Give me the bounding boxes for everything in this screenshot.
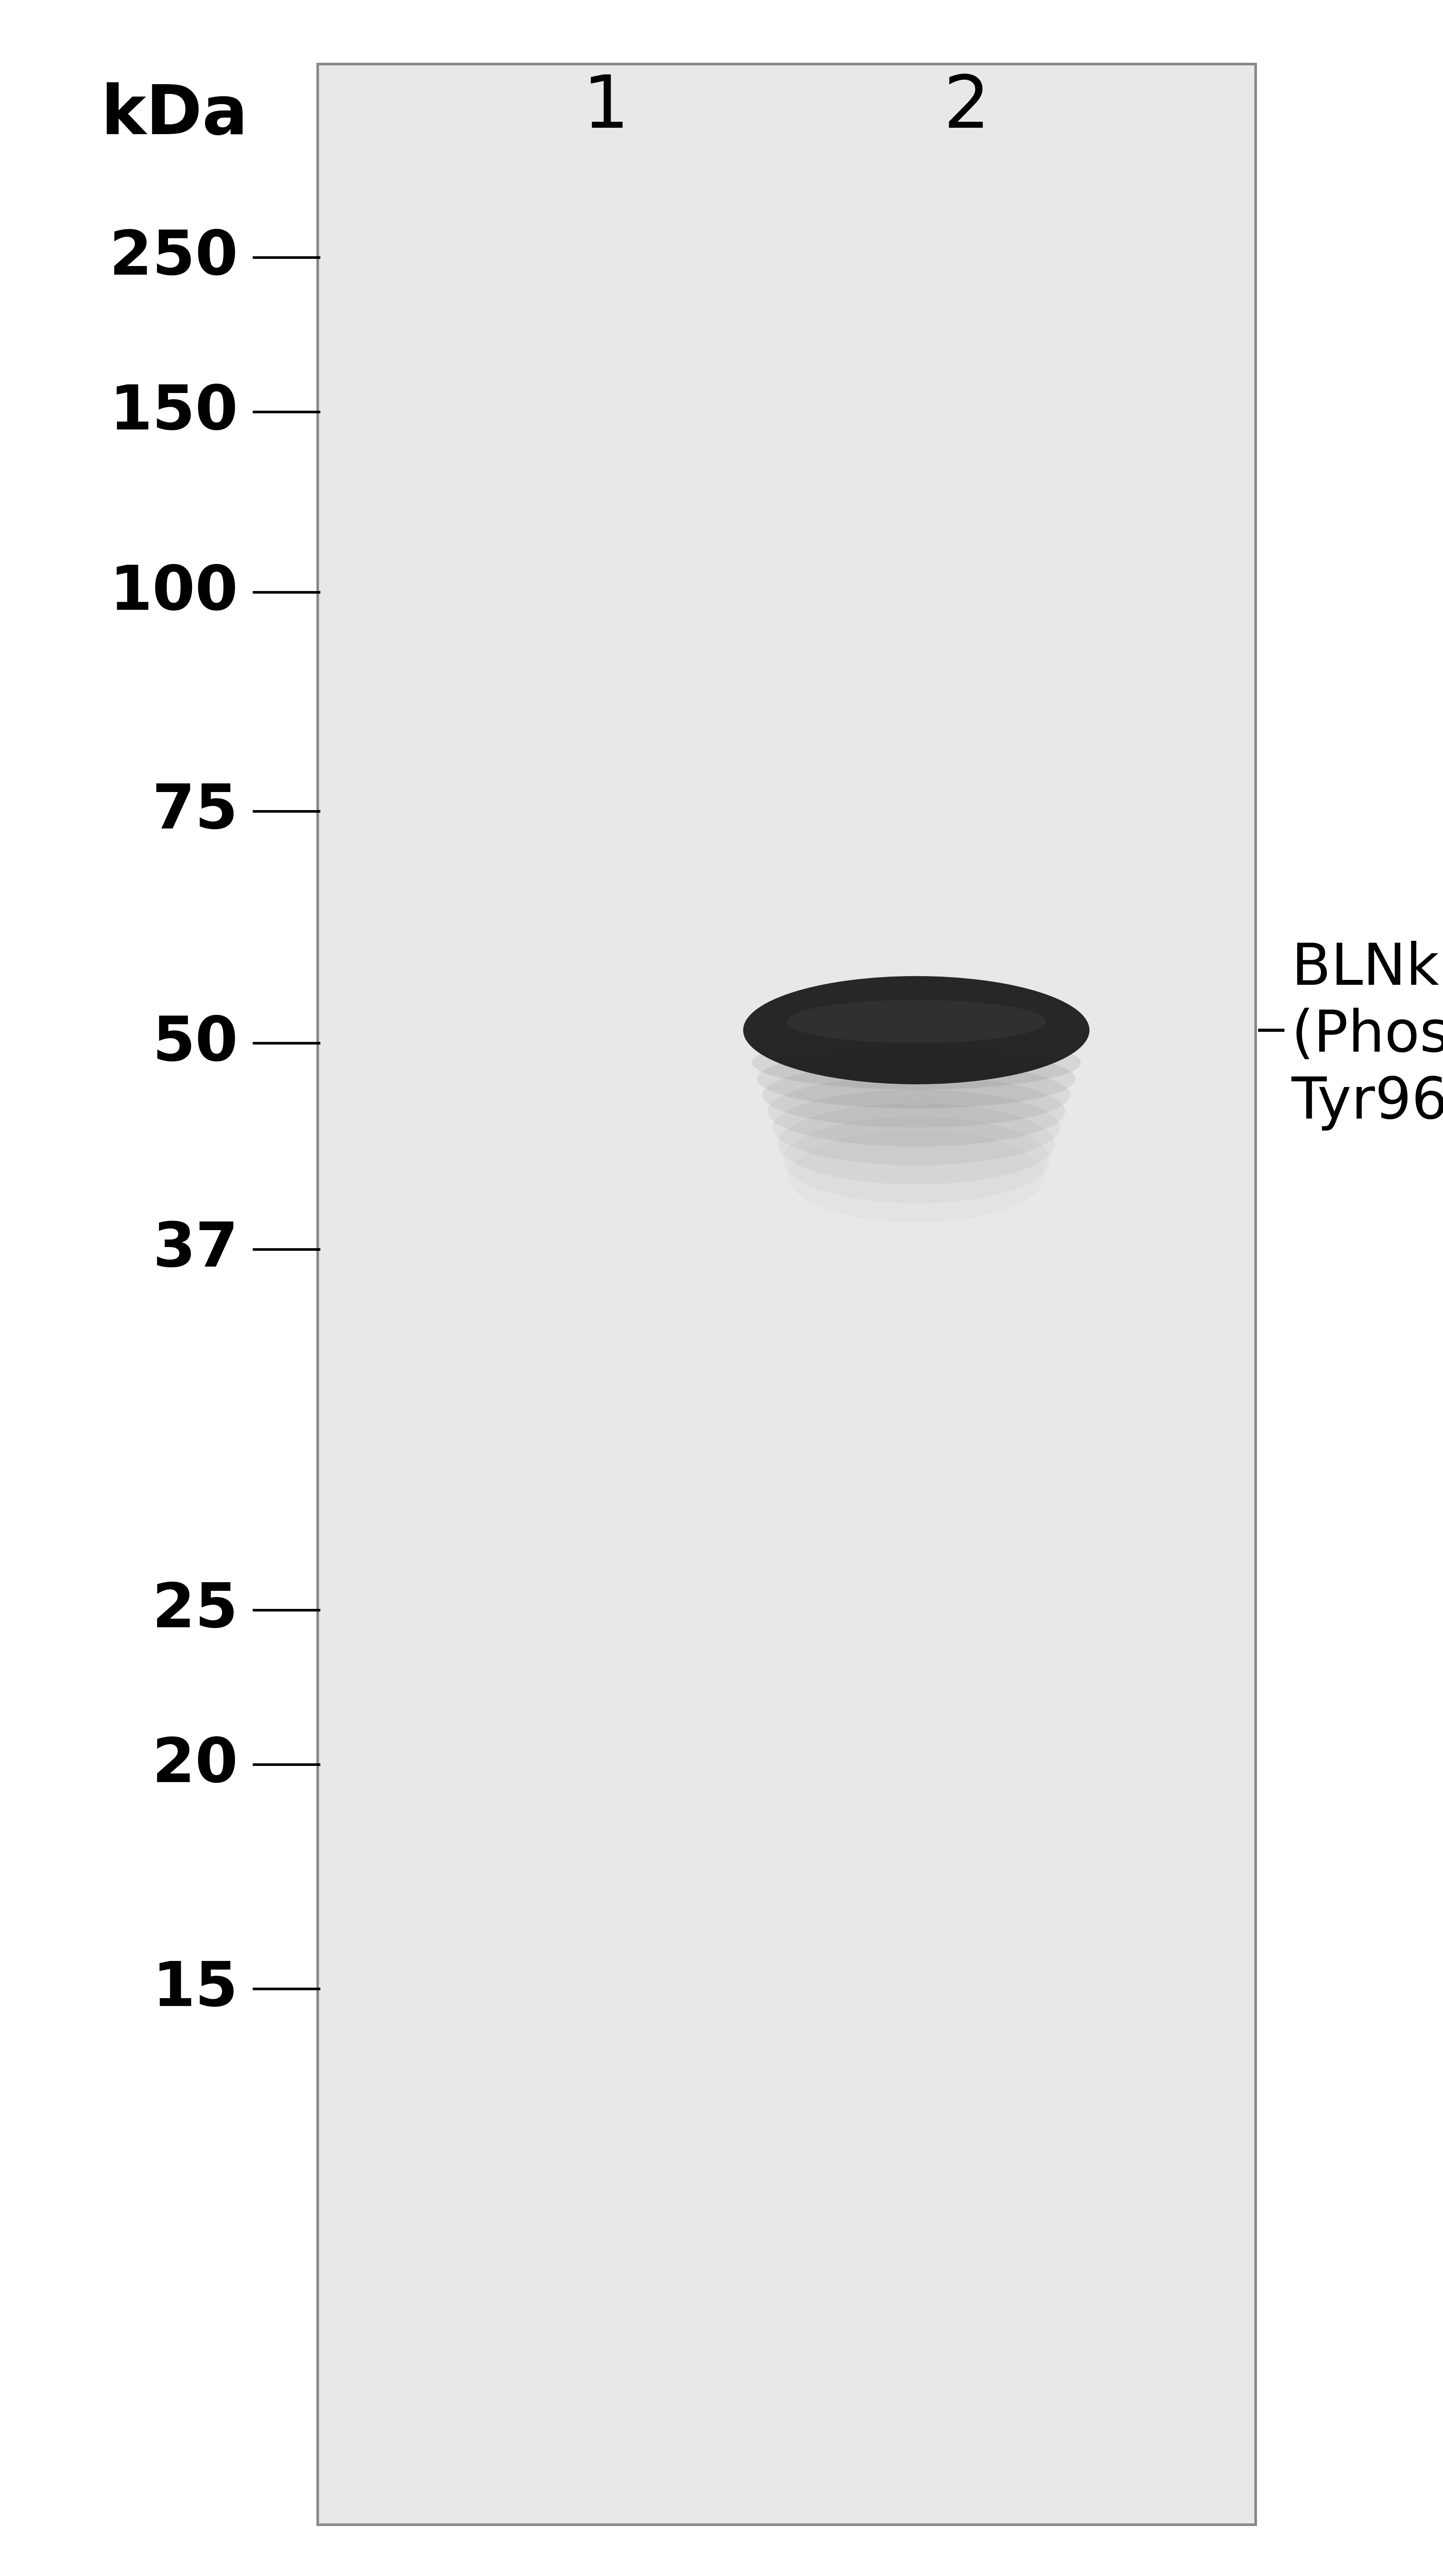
Ellipse shape: [758, 1048, 1075, 1108]
Ellipse shape: [762, 1064, 1071, 1128]
Text: 75: 75: [153, 781, 238, 842]
Ellipse shape: [778, 1103, 1055, 1185]
Ellipse shape: [743, 976, 1089, 1084]
Text: kDa: kDa: [101, 82, 248, 149]
Text: 250: 250: [110, 227, 238, 289]
Text: 15: 15: [153, 1958, 238, 2020]
Text: 25: 25: [153, 1579, 238, 1641]
Ellipse shape: [772, 1090, 1061, 1164]
Text: 100: 100: [110, 562, 238, 623]
Text: 50: 50: [153, 1012, 238, 1074]
Text: 20: 20: [153, 1734, 238, 1795]
Ellipse shape: [752, 1036, 1081, 1090]
Text: 150: 150: [110, 381, 238, 443]
Text: 1: 1: [583, 72, 629, 142]
Text: 37: 37: [153, 1218, 238, 1280]
Text: BLNk
(Phospho-
Tyr96): BLNk (Phospho- Tyr96): [1291, 940, 1443, 1131]
Ellipse shape: [768, 1077, 1065, 1146]
Bar: [317, 64, 1255, 2524]
Text: 2: 2: [944, 72, 990, 142]
Ellipse shape: [786, 999, 1046, 1043]
